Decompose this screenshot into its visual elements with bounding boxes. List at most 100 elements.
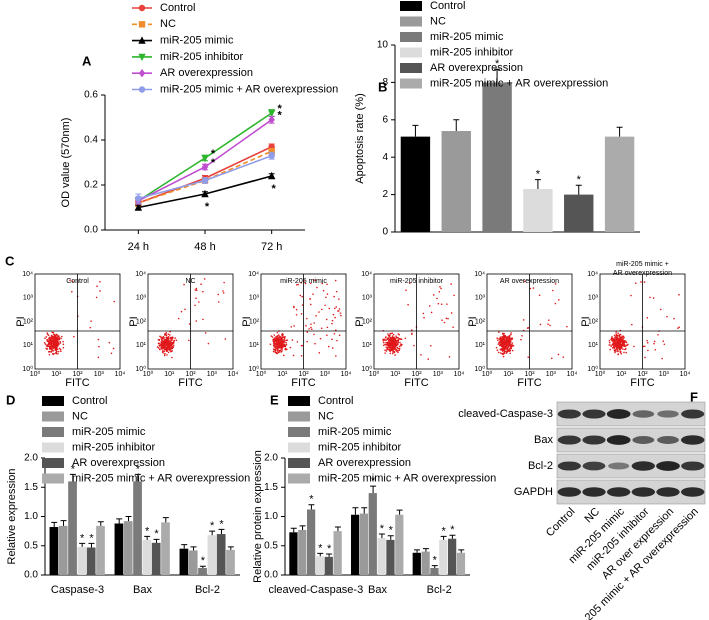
event-dot [315, 314, 317, 317]
event-dot [308, 328, 310, 330]
error-bar [361, 507, 368, 514]
blot-band [557, 409, 581, 419]
x-axis-label: FITC [291, 377, 315, 389]
y-axis-label: PI [580, 316, 592, 326]
event-dot [501, 336, 504, 339]
event-dot [527, 356, 530, 359]
event-dot [333, 332, 336, 335]
significance: * [380, 523, 385, 535]
event-dot [386, 348, 388, 351]
legend-label: AR overexpression [160, 67, 253, 79]
y-tick-label: 10¹ [136, 342, 147, 349]
event-dot [296, 284, 298, 286]
bar [216, 534, 226, 575]
event-dot [398, 338, 401, 340]
event-dot [160, 348, 163, 350]
event-dot [617, 344, 619, 347]
y-tick-label: 1.5 [24, 482, 38, 493]
x-tick-label: 10⁰ [256, 370, 267, 378]
y-tick-label: 10³ [475, 295, 486, 302]
event-dot [630, 294, 632, 297]
event-dot [508, 350, 511, 353]
event-dot [281, 348, 283, 351]
event-dot [276, 331, 279, 334]
event-dot [310, 323, 312, 325]
event-dot [58, 347, 61, 350]
y-tick-label: 10³ [362, 295, 373, 302]
legend-label: miR-205 mimic + AR overexpression [318, 472, 496, 484]
event-dot [301, 304, 304, 306]
significance: * [219, 518, 224, 530]
event-dot [440, 303, 443, 306]
event-dot [163, 343, 165, 346]
event-dot [508, 339, 511, 341]
event-dot [405, 289, 407, 291]
event-dot [497, 351, 500, 354]
x-tick-label: 10³ [433, 371, 444, 378]
marker [138, 21, 146, 28]
event-dot [56, 344, 58, 346]
event-dot [313, 322, 315, 324]
bar [421, 551, 430, 575]
bar [188, 550, 198, 575]
event-dot [654, 348, 657, 351]
event-dot [222, 292, 225, 294]
event-dot [387, 341, 390, 343]
event-dot [505, 352, 508, 354]
event-dot [388, 336, 391, 338]
event-dot [673, 317, 675, 320]
event-dot [620, 336, 623, 339]
plot-title: AR overexpression [500, 278, 559, 285]
event-dot [46, 339, 49, 341]
event-dot [285, 343, 288, 346]
event-dot [391, 332, 394, 335]
event-dot [625, 351, 627, 354]
event-dot [194, 304, 196, 307]
event-dot [60, 335, 63, 338]
bar [207, 535, 217, 575]
event-dot [666, 315, 668, 318]
event-dot [621, 344, 624, 347]
event-dot [171, 337, 174, 339]
blot-band [582, 487, 606, 497]
event-dot [386, 347, 388, 350]
y-axis-label: OD value (570nm) [60, 118, 72, 208]
event-dot [509, 352, 511, 355]
event-dot [48, 353, 51, 356]
event-dot [285, 342, 288, 344]
legend-label: miR-205 mimic [318, 426, 392, 438]
bar [377, 538, 386, 575]
event-dot [621, 335, 623, 337]
event-dot [163, 348, 166, 351]
event-dot [312, 293, 314, 295]
event-dot [506, 336, 509, 339]
x-tick-label: 10⁴ [228, 371, 239, 378]
event-dot [168, 340, 170, 342]
event-dot [331, 347, 334, 349]
event-dot [296, 341, 299, 343]
event-dot [398, 333, 401, 336]
blot-strip [556, 427, 706, 453]
event-dot [280, 347, 283, 349]
event-dot [613, 346, 616, 348]
event-dot [677, 327, 679, 330]
event-dot [195, 297, 197, 299]
event-dot [55, 352, 58, 355]
event-dot [336, 339, 338, 342]
event-dot [505, 340, 508, 342]
significance: * [389, 525, 394, 537]
event-dot [163, 350, 166, 353]
event-dot [398, 349, 401, 351]
event-dot [55, 333, 58, 336]
event-dot [57, 343, 60, 346]
event-dot [644, 356, 646, 359]
event-dot [52, 341, 54, 344]
event-dot [276, 349, 279, 352]
x-axis-label: FITC [404, 377, 428, 389]
event-dot [619, 340, 622, 342]
bar [333, 531, 342, 575]
event-dot [194, 289, 197, 291]
event-dot [616, 350, 618, 353]
legend-label: miR-205 mimic + AR overexpression [72, 472, 250, 484]
event-dot [338, 308, 341, 310]
